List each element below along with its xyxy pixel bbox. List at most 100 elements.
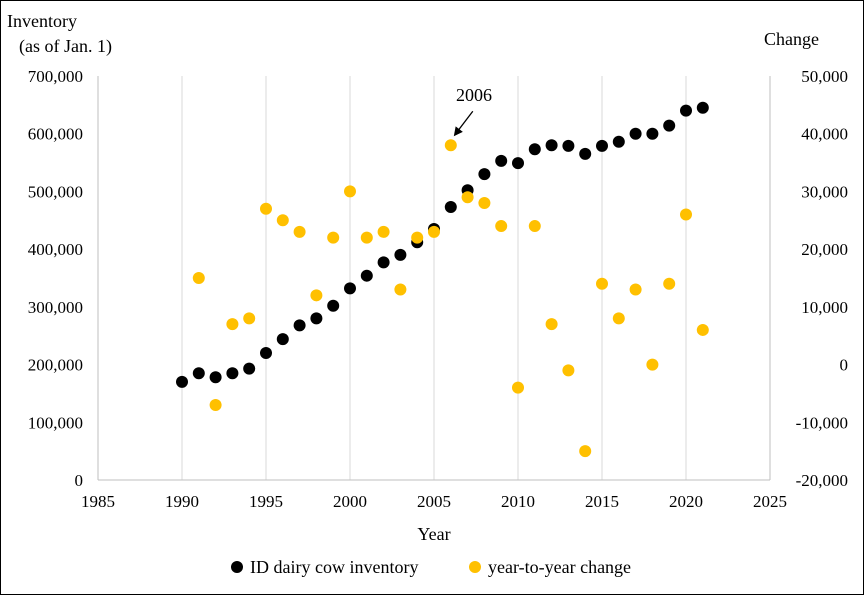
annotation-arrow-line xyxy=(456,110,474,133)
left-axis-label-line2: (as of Jan. 1) xyxy=(19,36,112,57)
right-y-tick-label: -20,000 xyxy=(796,471,848,490)
change-point xyxy=(629,283,642,296)
x-tick-label: 1990 xyxy=(165,492,199,511)
inventory-point xyxy=(260,347,272,360)
legend: ID dairy cow inventory year-to-year chang… xyxy=(231,557,631,577)
change-point xyxy=(344,185,356,198)
change-point xyxy=(327,231,340,244)
inventory-point xyxy=(512,157,524,170)
inventory-point xyxy=(226,367,239,380)
inventory-point xyxy=(663,119,676,132)
change-point xyxy=(360,231,373,244)
change-point xyxy=(680,208,692,221)
legend-marker xyxy=(231,561,243,573)
inventory-point xyxy=(680,104,692,117)
inventory-point xyxy=(545,139,558,152)
change-point xyxy=(495,220,508,233)
change-point xyxy=(192,272,205,284)
x-tick-label: 1985 xyxy=(81,492,115,511)
change-point xyxy=(260,202,272,215)
tick-labels: 1985 1990 1995 2000 2005 2010 2015 2020 2025 0 100… xyxy=(28,67,848,511)
inventory-point xyxy=(394,248,407,261)
change-point xyxy=(276,214,289,227)
inventory-point xyxy=(192,367,205,380)
change-point xyxy=(461,191,474,204)
right-y-tick-label: 30,000 xyxy=(801,182,848,201)
inventory-point xyxy=(276,333,289,346)
inventory-point xyxy=(562,139,575,152)
right-y-tick-label: 50,000 xyxy=(801,67,848,86)
legend-label: ID dairy cow inventory xyxy=(250,557,418,577)
inventory-point xyxy=(629,127,642,140)
left-y-tick-label: 300,000 xyxy=(28,298,83,317)
inventory-point xyxy=(478,168,491,181)
right-y-tick-label: 20,000 xyxy=(801,240,848,259)
legend-marker xyxy=(469,561,481,573)
inventory-point xyxy=(377,256,390,269)
annotation-arrow-head xyxy=(453,126,463,137)
x-tick-label: 2020 xyxy=(669,492,703,511)
left-y-tick-label: 100,000 xyxy=(28,413,83,432)
change-point xyxy=(293,225,306,238)
change-point xyxy=(394,283,407,296)
x-tick-label: 2000 xyxy=(333,492,367,511)
legend-label: year-to-year change xyxy=(488,557,631,577)
data-points xyxy=(176,101,709,458)
right-y-tick-label: -10,000 xyxy=(796,413,848,432)
left-axis-label-line1: Inventory xyxy=(7,11,77,31)
inventory-point xyxy=(579,147,592,160)
change-point xyxy=(243,312,256,325)
change-point xyxy=(528,220,541,233)
inventory-point xyxy=(327,299,340,312)
left-y-tick-label: 700,000 xyxy=(28,67,83,86)
right-y-tick-label: 0 xyxy=(840,356,849,375)
left-y-tick-label: 0 xyxy=(75,471,84,490)
x-tick-label: 2015 xyxy=(585,492,619,511)
inventory-point xyxy=(360,269,373,282)
change-point xyxy=(663,277,676,290)
change-point xyxy=(478,196,491,209)
change-point xyxy=(562,364,575,377)
x-tick-label: 2005 xyxy=(417,492,451,511)
inventory-point xyxy=(243,362,256,375)
change-point xyxy=(411,231,424,244)
change-point xyxy=(579,445,592,458)
inventory-point xyxy=(495,154,508,167)
axes xyxy=(97,76,771,481)
left-y-tick-label: 200,000 xyxy=(28,356,83,375)
change-point xyxy=(209,398,222,411)
inventory-point xyxy=(444,201,457,214)
left-y-tick-label: 600,000 xyxy=(28,125,83,144)
change-point xyxy=(512,381,524,394)
inventory-point xyxy=(176,375,188,388)
change-point xyxy=(612,312,625,325)
change-point xyxy=(377,225,390,238)
change-point xyxy=(596,277,608,290)
right-y-tick-label: 40,000 xyxy=(801,125,848,144)
inventory-point xyxy=(209,371,222,384)
inventory-point xyxy=(293,319,306,332)
inventory-point xyxy=(528,143,541,156)
left-y-tick-label: 400,000 xyxy=(28,240,83,259)
change-point xyxy=(428,225,440,238)
change-point xyxy=(226,318,239,331)
inventory-point xyxy=(646,127,659,140)
x-axis-label: Year xyxy=(417,524,450,544)
right-axis-label: Change xyxy=(764,29,819,49)
annotation-arrow xyxy=(453,110,474,137)
inventory-point xyxy=(696,101,709,114)
inventory-point xyxy=(310,312,323,325)
change-point xyxy=(696,323,709,336)
inventory-point xyxy=(596,139,608,152)
x-tick-label: 2010 xyxy=(501,492,535,511)
vertical-gridlines xyxy=(181,76,687,480)
right-y-tick-label: 10,000 xyxy=(801,298,848,317)
inventory-point xyxy=(344,282,356,295)
change-point xyxy=(310,289,323,302)
change-point xyxy=(646,358,659,371)
change-point xyxy=(545,318,558,331)
x-tick-label: 1995 xyxy=(249,492,283,511)
inventory-point xyxy=(612,135,625,148)
